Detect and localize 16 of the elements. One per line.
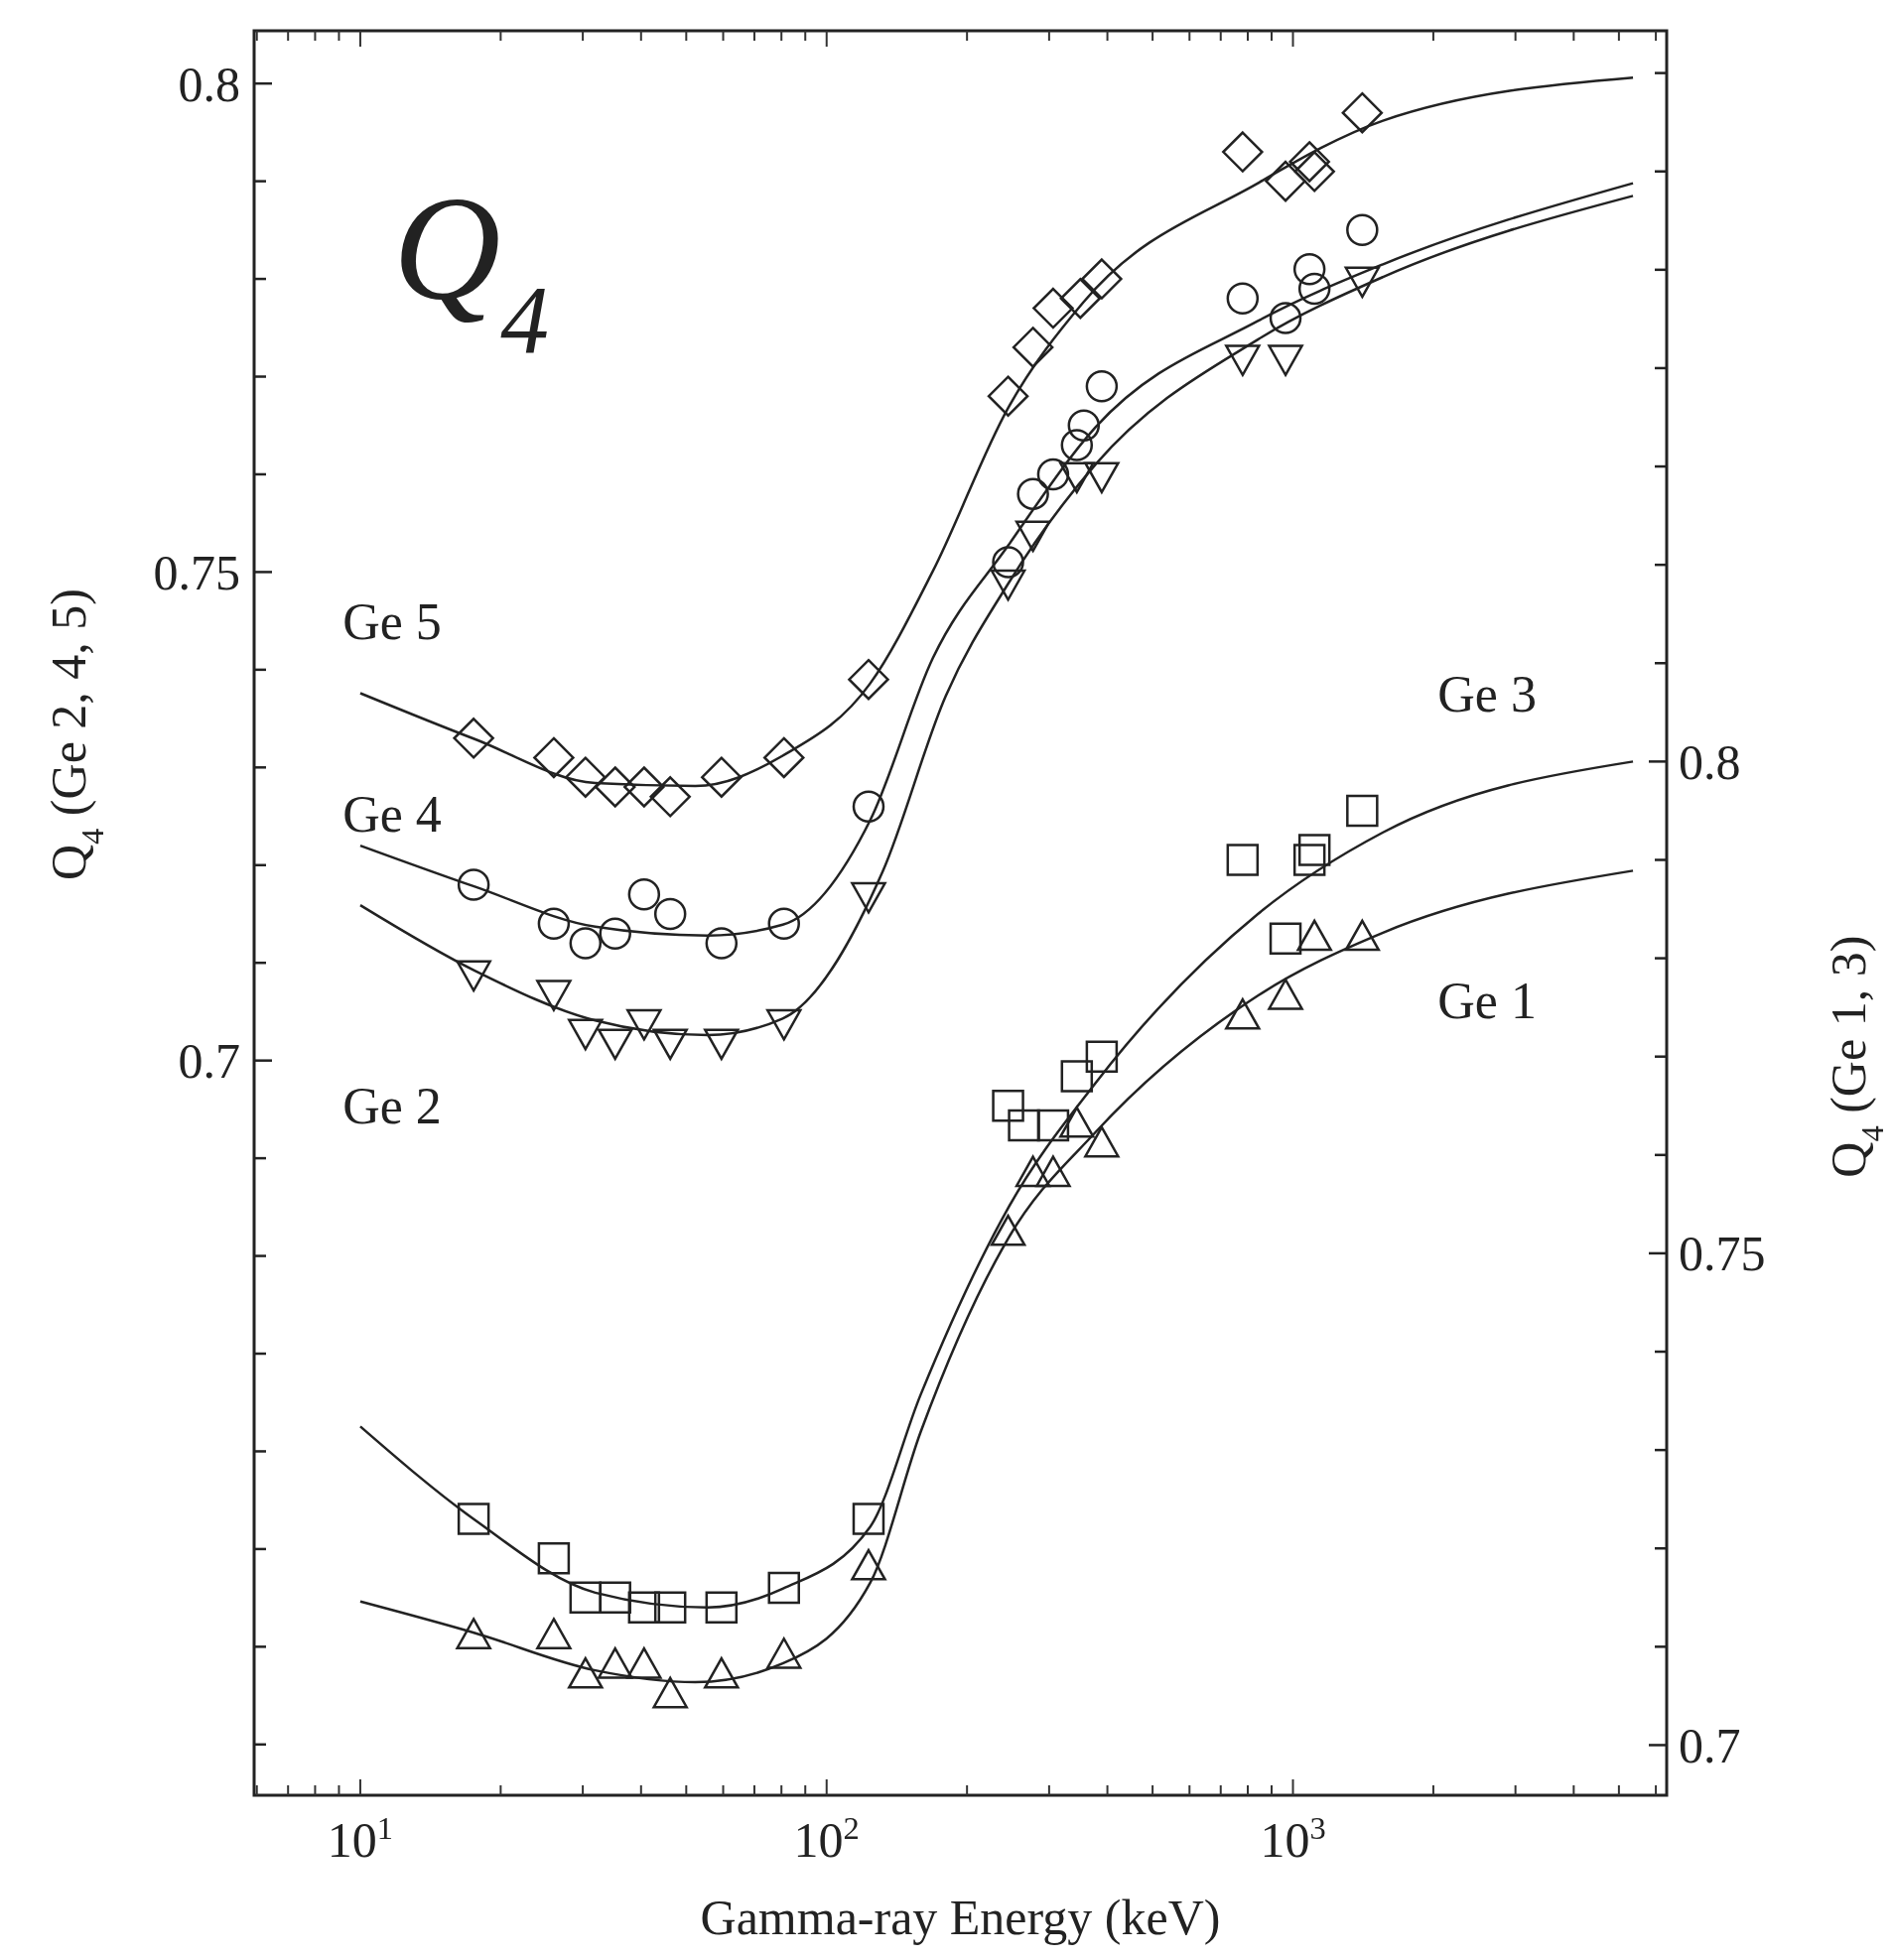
x-axis-title: Gamma-ray Energy (keV) [700, 1890, 1221, 1945]
y2-tick-label: 0.8 [1679, 733, 1741, 790]
y-tick-label: 0.8 [178, 56, 240, 112]
y-tick-label: 0.75 [153, 544, 240, 600]
series-label: Ge 4 [342, 786, 442, 844]
text: Q$_{4}$ [393, 166, 550, 373]
x-tick-label: 10$^{2}$ [793, 1810, 860, 1868]
x-tick-label: 10$^{3}$ [1260, 1810, 1326, 1868]
y-tick-label: 0.7 [178, 1033, 240, 1090]
series-label: Ge 3 [1437, 665, 1537, 722]
y2-tick-label: 0.7 [1679, 1717, 1741, 1773]
series-label: Ge 5 [342, 592, 442, 650]
series-label: Ge 1 [1437, 972, 1537, 1029]
series-label: Ge 2 [342, 1078, 442, 1135]
x-tick-label: 10$^{1}$ [327, 1810, 394, 1868]
y2-tick-label: 0.75 [1679, 1226, 1766, 1282]
